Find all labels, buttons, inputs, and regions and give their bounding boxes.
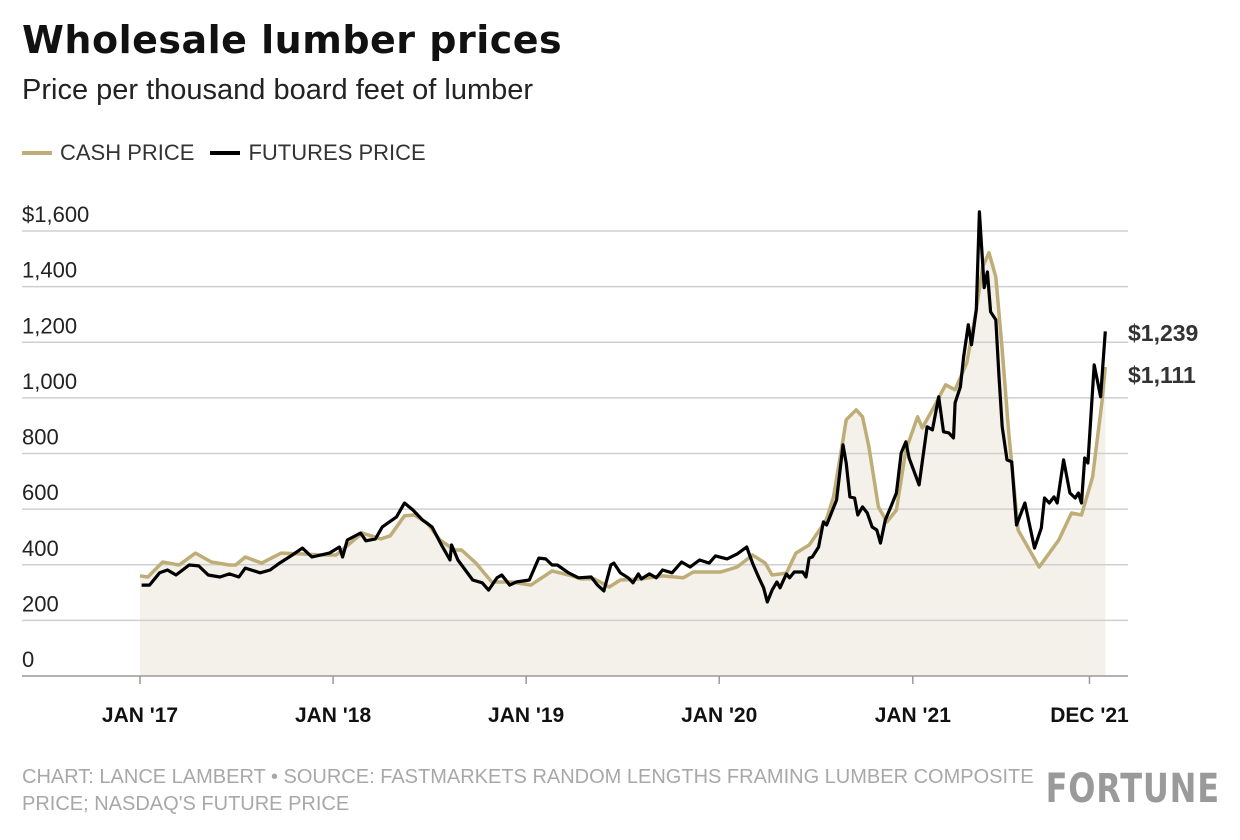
x-tick-label: JAN '17 xyxy=(102,704,178,727)
chart-subtitle: Price per thousand board feet of lumber xyxy=(22,74,534,106)
x-tick-label: JAN '19 xyxy=(488,704,564,727)
x-tick-label: JAN '21 xyxy=(875,704,952,727)
y-tick-label: 0 xyxy=(22,647,34,672)
x-tick-label: JAN '20 xyxy=(681,704,757,727)
futures-end-label: $1,239 xyxy=(1128,320,1198,346)
legend-swatch-cash xyxy=(22,151,52,155)
legend-item-cash: CASH PRICE xyxy=(22,140,194,166)
legend: CASH PRICE FUTURES PRICE xyxy=(22,140,426,166)
x-tick-label: DEC '21 xyxy=(1050,704,1129,727)
cash-area-fill xyxy=(140,252,1106,676)
source-credit: CHART: LANCE LAMBERT • SOURCE: FASTMARKE… xyxy=(22,766,1034,815)
y-tick-label: 400 xyxy=(22,536,59,561)
x-tick-label: JAN '18 xyxy=(295,704,372,727)
legend-label-cash: CASH PRICE xyxy=(60,140,195,165)
y-tick-label: 800 xyxy=(22,425,59,450)
cash-end-label: $1,111 xyxy=(1128,362,1196,388)
legend-item-futures: FUTURES PRICE xyxy=(210,140,426,166)
y-tick-label: 1,400 xyxy=(22,258,77,283)
y-tick-label: 1,200 xyxy=(22,313,77,338)
legend-label-futures: FUTURES PRICE xyxy=(248,140,426,165)
y-tick-label: 600 xyxy=(22,480,59,505)
y-tick-label: 200 xyxy=(22,591,59,616)
futures-price-line xyxy=(141,210,1107,604)
chart-title: Wholesale lumber prices xyxy=(22,18,563,62)
legend-swatch-futures xyxy=(210,151,241,155)
fortune-logo: FORTUNE xyxy=(1045,766,1220,812)
y-tick-label: 1,000 xyxy=(22,369,77,394)
y-tick-label: $1,600 xyxy=(22,202,89,227)
chart-plot: 0 200 400 600 800 1,000 1,200 1,400 $1,600 JAN '1… xyxy=(22,202,1198,727)
cash-price-line xyxy=(139,250,1108,589)
